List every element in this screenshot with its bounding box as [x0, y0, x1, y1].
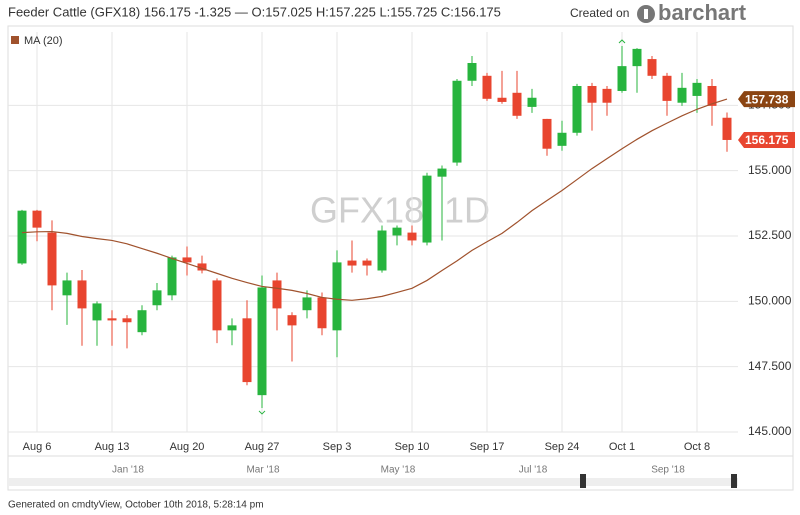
candle-body	[512, 92, 522, 116]
ma-line	[21, 98, 728, 301]
candle-body	[317, 297, 327, 329]
candle-body	[272, 280, 282, 309]
candle-body	[557, 132, 567, 146]
legend-swatch	[11, 36, 19, 44]
candle-body	[287, 315, 297, 326]
plot-area: GFX18, 1D 145.000 147.500 150.000 152.500 155…	[8, 32, 795, 476]
candle-body	[227, 325, 237, 331]
x-tick-label: Sep 17	[470, 441, 505, 453]
candle-body	[257, 287, 267, 396]
candle-body	[182, 257, 192, 263]
y-tick-label: 150.000	[748, 294, 792, 308]
candle-body	[632, 48, 642, 67]
x-tick-label: Aug 20	[170, 441, 205, 453]
navigator-handle[interactable]	[731, 474, 737, 488]
watermark: GFX18, 1D	[310, 190, 490, 231]
candle-body	[677, 87, 687, 103]
candle-body	[407, 232, 417, 241]
navigator-label: Jul '18	[519, 465, 548, 476]
candle-body	[47, 232, 57, 286]
y-tick-label: 152.500	[748, 228, 792, 242]
candle-body	[17, 210, 27, 264]
candle-body	[647, 59, 657, 76]
candle-body	[152, 290, 162, 306]
candle-body	[197, 263, 207, 271]
x-tick-label: Aug 13	[95, 441, 130, 453]
candle-body	[347, 260, 357, 266]
candle-body	[212, 280, 222, 331]
x-tick-label: Sep 3	[323, 441, 352, 453]
candle-body	[77, 280, 87, 309]
candle-body	[332, 262, 342, 331]
chart-title: Feeder Cattle (GFX18) 156.175 -1.325 — O…	[8, 4, 501, 19]
navigator-handle[interactable]	[580, 474, 586, 488]
created-on: Created on	[570, 6, 629, 20]
x-tick-label: Oct 8	[684, 441, 710, 453]
candle-body	[467, 62, 477, 81]
candle-body	[617, 66, 627, 91]
close-last-label-bg	[738, 131, 795, 148]
legend-label: MA (20)	[24, 35, 63, 47]
high-marker	[618, 39, 626, 44]
candle-body	[32, 210, 42, 228]
candle-body	[662, 75, 672, 101]
candle-body	[62, 280, 72, 296]
candle-body	[452, 80, 462, 163]
candle-body	[242, 318, 252, 383]
navigator-label: May '18	[381, 465, 416, 476]
candle-body	[722, 117, 732, 140]
candle-body	[137, 310, 147, 333]
candle-body	[107, 318, 117, 321]
candle-body	[497, 97, 507, 102]
candle-body	[542, 118, 552, 149]
y-tick-label: 147.500	[748, 359, 792, 373]
footer: Generated on cmdtyView, October 10th 201…	[8, 500, 264, 511]
candle-body	[392, 227, 402, 236]
candle-body	[362, 260, 372, 266]
candle-body	[302, 297, 312, 311]
close-last-label: 156.175	[745, 133, 789, 147]
candle-body	[692, 82, 702, 96]
x-tick-label: Sep 24	[545, 441, 580, 453]
candle-body	[422, 175, 432, 243]
navigator-track	[8, 478, 738, 486]
candle-body	[707, 85, 717, 106]
x-tick-label: Sep 10	[395, 441, 430, 453]
candle-body	[527, 97, 537, 107]
brand: barchart	[658, 0, 747, 25]
candle-body	[167, 257, 177, 296]
chart-frame	[7, 25, 794, 491]
y-tick-label: 145.000	[748, 424, 792, 438]
candle-body	[122, 318, 132, 323]
x-tick-label: Aug 6	[23, 441, 52, 453]
x-tick-label: Oct 1	[609, 441, 635, 453]
candle-body	[92, 303, 102, 321]
candle-body	[437, 168, 447, 177]
brand-logo-mark	[644, 9, 648, 19]
ma-last-label: 157.738	[745, 92, 789, 106]
y-tick-label: 155.000	[748, 163, 792, 177]
navigator-label: Mar '18	[246, 465, 279, 476]
candle-body	[482, 75, 492, 99]
candle-body	[572, 85, 582, 133]
candle-body	[587, 85, 597, 103]
navigator-label: Jan '18	[112, 465, 144, 476]
ma-last-label-bg	[738, 91, 795, 108]
navigator-label: Sep '18	[651, 465, 685, 476]
x-tick-label: Aug 27	[245, 441, 280, 453]
candle-body	[602, 88, 612, 103]
candle-body	[377, 230, 387, 271]
low-marker	[258, 410, 266, 415]
